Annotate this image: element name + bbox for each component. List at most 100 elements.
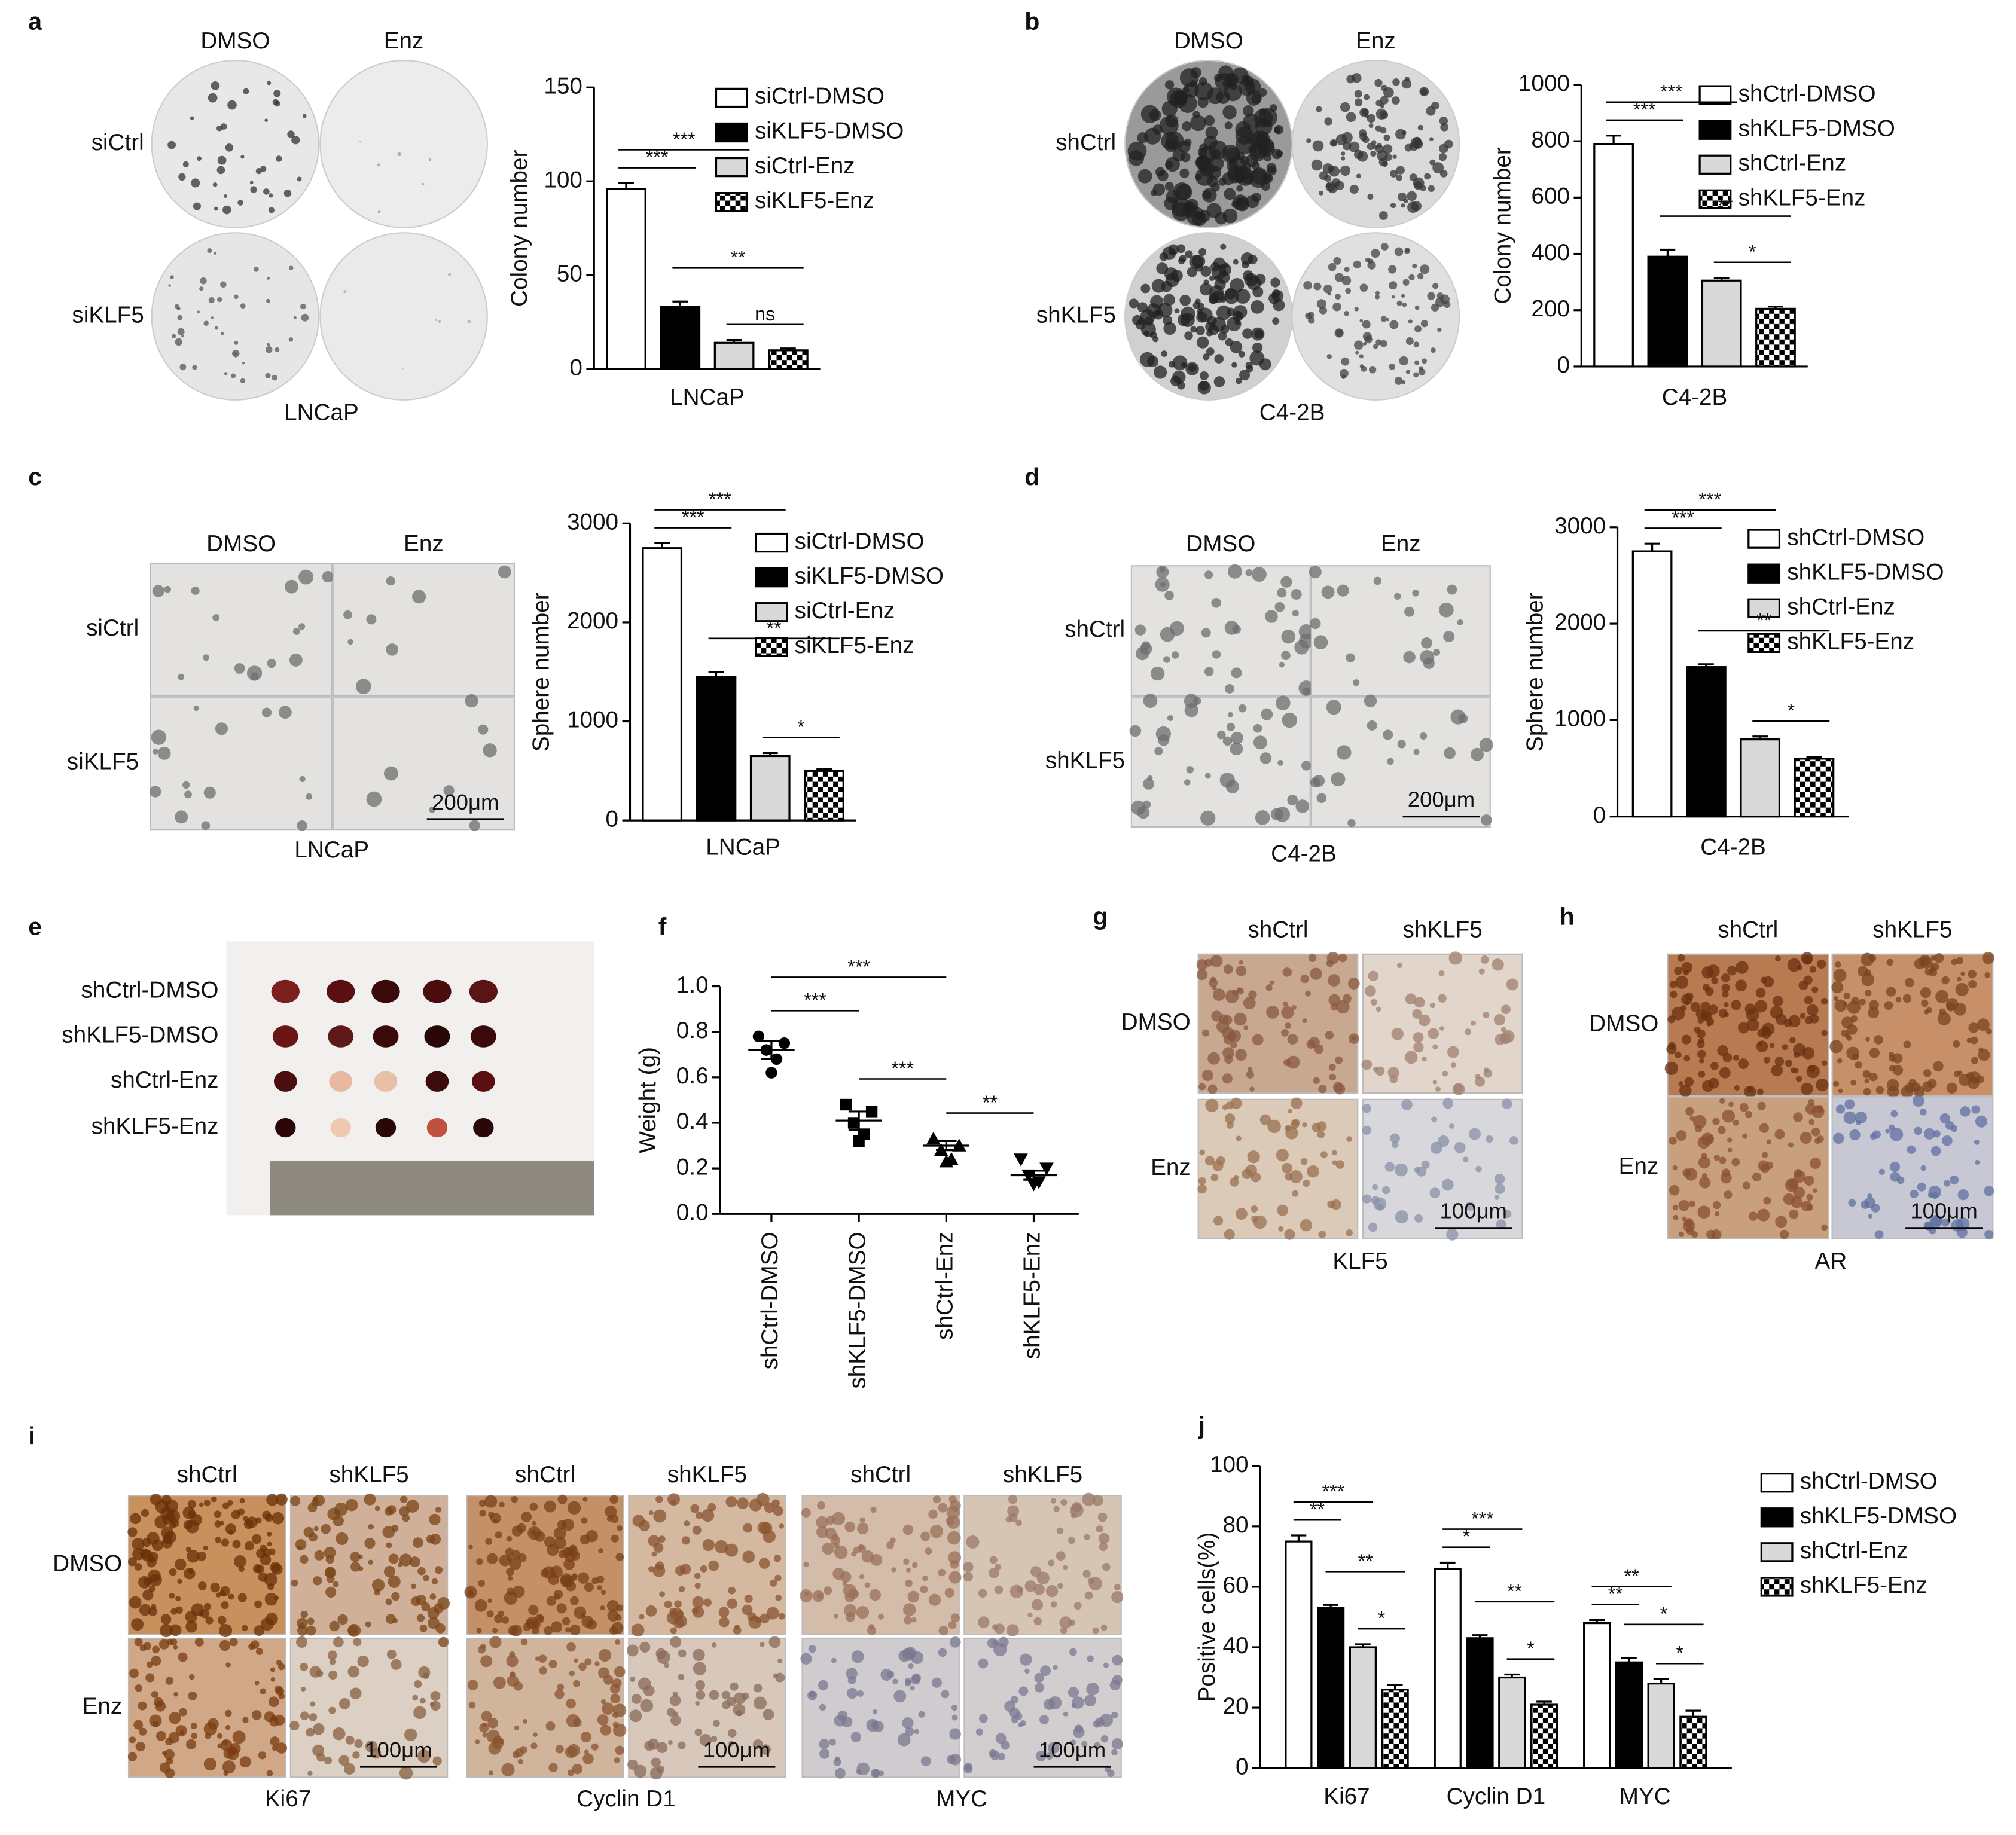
image-texture bbox=[1248, 990, 1257, 999]
image-texture bbox=[233, 294, 239, 300]
image-texture bbox=[1259, 1114, 1271, 1125]
image-texture bbox=[528, 1604, 539, 1616]
image-texture bbox=[1968, 970, 1977, 979]
image-texture bbox=[545, 1721, 556, 1731]
legend-swatch bbox=[1760, 1542, 1794, 1562]
image-texture bbox=[1719, 1098, 1725, 1104]
image-texture bbox=[1290, 1120, 1300, 1129]
image-tile bbox=[151, 232, 320, 401]
image-texture bbox=[1378, 157, 1388, 167]
image-texture bbox=[1848, 1199, 1856, 1207]
image-texture bbox=[435, 1566, 443, 1574]
image-texture bbox=[1394, 377, 1403, 385]
image-texture bbox=[841, 1716, 853, 1727]
image-texture bbox=[816, 1516, 828, 1529]
image-texture bbox=[1195, 326, 1205, 335]
image-texture bbox=[1373, 1067, 1378, 1072]
image-texture bbox=[853, 1546, 861, 1554]
bar bbox=[1434, 1567, 1462, 1769]
image-texture bbox=[1757, 1208, 1770, 1222]
image-texture bbox=[1337, 745, 1352, 760]
image-texture bbox=[377, 163, 380, 167]
image-texture bbox=[135, 1741, 145, 1752]
image-texture bbox=[1040, 1665, 1051, 1677]
image-texture bbox=[324, 1546, 336, 1559]
image-texture bbox=[321, 1523, 331, 1534]
image-texture bbox=[1442, 1070, 1448, 1077]
bar bbox=[1647, 1683, 1675, 1769]
image-texture bbox=[1380, 127, 1387, 134]
image-texture bbox=[1245, 1164, 1257, 1177]
image-texture bbox=[1228, 1029, 1242, 1043]
image-texture bbox=[329, 1620, 340, 1632]
image-texture bbox=[1437, 327, 1442, 332]
image-texture bbox=[693, 1648, 705, 1662]
image-texture bbox=[250, 186, 257, 193]
image-texture bbox=[1494, 1174, 1505, 1184]
image-texture bbox=[1375, 145, 1384, 154]
image-texture bbox=[1442, 1098, 1454, 1109]
image-texture bbox=[1239, 370, 1251, 381]
image-texture bbox=[506, 1655, 519, 1668]
column-header: shKLF5 bbox=[1872, 917, 1952, 942]
tumor bbox=[473, 1118, 494, 1138]
image-texture bbox=[557, 1520, 567, 1529]
image-texture bbox=[638, 1677, 651, 1691]
column-header: DMSO bbox=[206, 531, 276, 557]
image-texture bbox=[1300, 1158, 1308, 1165]
image-texture bbox=[1669, 981, 1678, 988]
image-texture bbox=[173, 1692, 179, 1697]
image-texture bbox=[514, 1725, 519, 1730]
scale-bar-label: 100μm bbox=[703, 1738, 770, 1762]
image-texture bbox=[1375, 108, 1387, 120]
image-texture bbox=[1672, 1165, 1678, 1171]
image-texture bbox=[1230, 341, 1243, 353]
panel-label: d bbox=[1024, 463, 1039, 490]
significance-label: *** bbox=[673, 129, 696, 150]
image-texture bbox=[1271, 148, 1282, 160]
image-texture bbox=[1862, 1070, 1871, 1079]
image-texture bbox=[1198, 248, 1207, 256]
image-texture bbox=[1127, 141, 1147, 161]
image-texture bbox=[648, 1566, 655, 1573]
image-texture bbox=[1082, 1570, 1091, 1578]
image-texture bbox=[1236, 151, 1245, 160]
image-texture bbox=[1177, 381, 1185, 390]
image-texture bbox=[1209, 292, 1219, 304]
image-texture bbox=[214, 206, 218, 211]
image-texture bbox=[297, 1545, 302, 1550]
image-texture bbox=[648, 1535, 660, 1547]
image-texture bbox=[356, 679, 371, 694]
image-texture bbox=[1222, 1047, 1234, 1059]
image-texture bbox=[1429, 1187, 1441, 1199]
image-texture bbox=[291, 136, 300, 145]
image-texture bbox=[1890, 1110, 1898, 1118]
image-texture bbox=[435, 319, 437, 321]
image-texture bbox=[1968, 980, 1977, 989]
image-texture bbox=[1035, 1751, 1047, 1761]
image-texture bbox=[1677, 954, 1685, 962]
image-texture bbox=[1450, 1062, 1457, 1068]
image-texture bbox=[1966, 1037, 1972, 1043]
image-texture bbox=[216, 166, 225, 175]
image-texture bbox=[1829, 1040, 1843, 1054]
legend-swatch bbox=[1698, 154, 1732, 175]
image-tile bbox=[319, 60, 488, 228]
image-texture bbox=[1440, 123, 1449, 132]
point bbox=[865, 1106, 878, 1118]
image-texture bbox=[1163, 294, 1175, 306]
image-texture bbox=[1165, 273, 1179, 288]
y-axis-label: Positive cells(%) bbox=[1194, 1532, 1220, 1702]
image-texture bbox=[208, 93, 218, 103]
image-texture bbox=[1436, 292, 1444, 300]
image-texture bbox=[443, 785, 455, 796]
image-texture bbox=[1070, 1739, 1076, 1745]
tumor bbox=[371, 979, 400, 1003]
image-texture bbox=[1430, 347, 1436, 353]
significance-label: *** bbox=[847, 956, 870, 978]
image-texture bbox=[1045, 1585, 1059, 1598]
image-texture bbox=[478, 724, 489, 735]
image-texture bbox=[770, 1579, 777, 1587]
image-texture bbox=[656, 1742, 668, 1753]
image-texture bbox=[1865, 1037, 1870, 1042]
